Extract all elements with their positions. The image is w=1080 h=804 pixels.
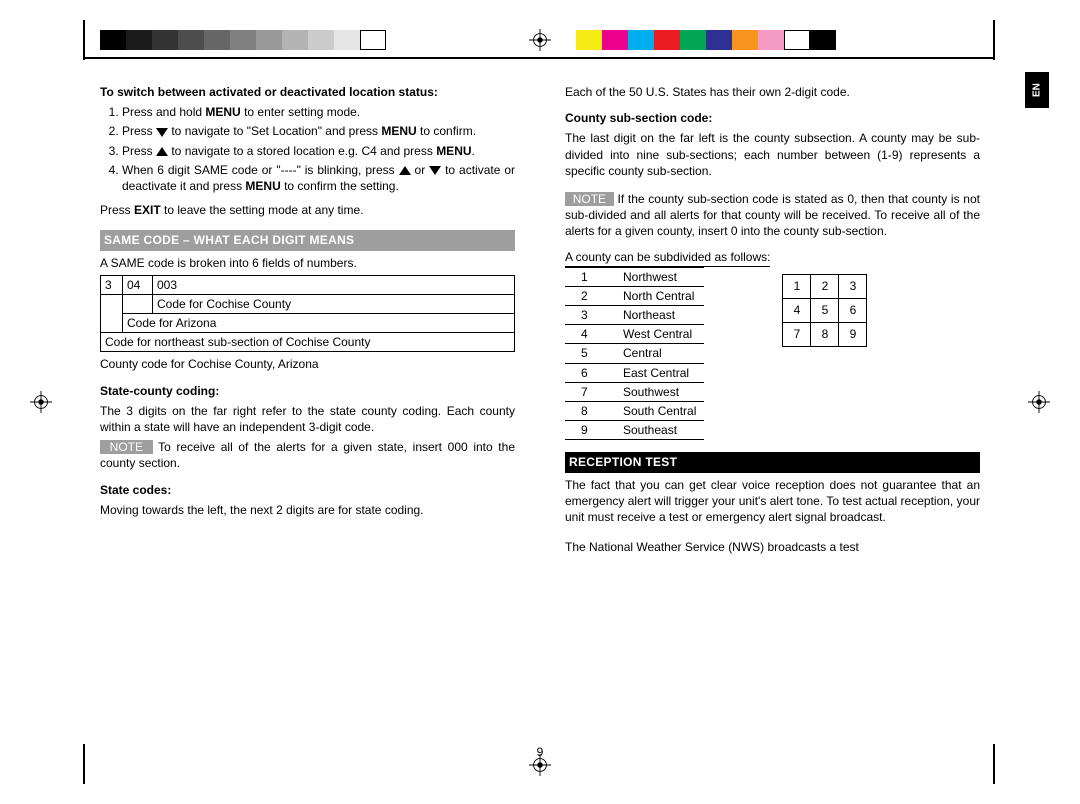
reception-text: The fact that you can get clear voice re…	[565, 477, 980, 526]
same-intro: A SAME code is broken into 6 fields of n…	[100, 255, 515, 271]
exit-line: Press EXIT to leave the setting mode at …	[100, 202, 515, 218]
right-intro: Each of the 50 U.S. States has their own…	[565, 84, 980, 100]
sub-num: 2	[565, 286, 615, 305]
sub-num: 1	[565, 267, 615, 286]
swatch	[100, 30, 126, 50]
state-county-note: NOTE To receive all of the alerts for a …	[100, 439, 515, 471]
step-item: Press to navigate to "Set Location" and …	[122, 123, 515, 139]
swatch	[654, 30, 680, 50]
sub-label: Northwest	[615, 267, 704, 286]
code-desc: Code for northeast sub-section of Cochis…	[101, 333, 515, 352]
swatch	[282, 30, 308, 50]
swatch	[784, 30, 810, 50]
grid-cell: 2	[811, 274, 839, 298]
grid-cell: 6	[839, 298, 867, 322]
sub-label: West Central	[615, 325, 704, 344]
swatch	[334, 30, 360, 50]
grid-cell: 7	[783, 322, 811, 346]
subsection-heading: County sub-section code:	[565, 110, 980, 126]
sub-label: Central	[615, 344, 704, 363]
swatch	[680, 30, 706, 50]
swatch	[204, 30, 230, 50]
crop-mark	[993, 744, 995, 784]
swatch	[256, 30, 282, 50]
step-item: Press to navigate to a stored location e…	[122, 143, 515, 159]
registration-mark-icon	[30, 391, 52, 413]
same-code-heading: SAME CODE – WHAT EACH DIGIT MEANS	[100, 230, 515, 250]
swatch	[576, 30, 602, 50]
code-desc: Code for Arizona	[123, 314, 515, 333]
reception-text2: The National Weather Service (NWS) broad…	[565, 539, 980, 555]
swatch	[628, 30, 654, 50]
subsection-note: NOTE If the county sub-section code is s…	[565, 191, 980, 240]
column-left: To switch between activated or deactivat…	[100, 80, 515, 760]
swatch	[758, 30, 784, 50]
swatch	[810, 30, 836, 50]
reception-heading: RECEPTION TEST	[565, 452, 980, 472]
sub-label: South Central	[615, 402, 704, 421]
registration-mark-icon	[1028, 391, 1050, 413]
column-right: Each of the 50 U.S. States has their own…	[565, 80, 980, 760]
page-number: 9	[537, 744, 544, 760]
grid-cell: 9	[839, 322, 867, 346]
sub-num: 4	[565, 325, 615, 344]
language-tab: EN	[1025, 72, 1049, 108]
crop-mark	[83, 20, 85, 60]
step-item: Press and hold MENU to enter setting mod…	[122, 104, 515, 120]
color-swatch-bar	[576, 30, 836, 50]
sub-num: 5	[565, 344, 615, 363]
step-item: When 6 digit SAME code or "----" is blin…	[122, 162, 515, 194]
grid-cell: 3	[839, 274, 867, 298]
sub-num: 8	[565, 402, 615, 421]
state-codes-text: Moving towards the left, the next 2 digi…	[100, 502, 515, 518]
code-cell: 04	[123, 275, 153, 294]
swatch	[360, 30, 386, 50]
state-codes-heading: State codes:	[100, 482, 515, 498]
county-caption: County code for Cochise County, Arizona	[100, 356, 515, 372]
swatch	[706, 30, 732, 50]
swatch	[732, 30, 758, 50]
sub-intro: A county can be subdivided as follows:	[565, 248, 770, 267]
note-label: NOTE	[565, 192, 614, 206]
code-cell: 3	[101, 275, 123, 294]
state-county-heading: State-county coding:	[100, 383, 515, 399]
swatch	[126, 30, 152, 50]
swatch	[178, 30, 204, 50]
grid-cell: 1	[783, 274, 811, 298]
registration-mark-icon	[529, 29, 551, 51]
swatch	[602, 30, 628, 50]
state-county-text: The 3 digits on the far right refer to t…	[100, 403, 515, 435]
sub-label: Northeast	[615, 306, 704, 325]
sub-num: 7	[565, 382, 615, 401]
sub-num: 6	[565, 363, 615, 382]
sub-num: 3	[565, 306, 615, 325]
subsection-text: The last digit on the far left is the co…	[565, 130, 980, 179]
grid-cell: 4	[783, 298, 811, 322]
switch-heading: To switch between activated or deactivat…	[100, 84, 515, 100]
crop-mark	[993, 20, 995, 60]
sub-label: Southwest	[615, 382, 704, 401]
swatch	[230, 30, 256, 50]
page-content: To switch between activated or deactivat…	[100, 80, 980, 760]
sub-label: East Central	[615, 363, 704, 382]
sub-label: North Central	[615, 286, 704, 305]
crop-line	[83, 57, 993, 59]
subdivision-table: 1Northwest2North Central3Northeast4West …	[565, 267, 704, 441]
grid-cell: 5	[811, 298, 839, 322]
swatch	[308, 30, 334, 50]
code-cell: 003	[153, 275, 515, 294]
note-label: NOTE	[100, 440, 153, 454]
grayscale-swatch-bar	[100, 30, 386, 50]
crop-mark	[83, 744, 85, 784]
subdivision-grid: 123 456 789	[782, 274, 867, 347]
grid-cell: 8	[811, 322, 839, 346]
sub-num: 9	[565, 421, 615, 440]
sub-label: Southeast	[615, 421, 704, 440]
swatch	[152, 30, 178, 50]
steps-list: Press and hold MENU to enter setting mod…	[100, 104, 515, 194]
code-desc: Code for Cochise County	[153, 294, 515, 313]
same-code-table: 3 04 003 Code for Cochise County Code fo…	[100, 275, 515, 353]
